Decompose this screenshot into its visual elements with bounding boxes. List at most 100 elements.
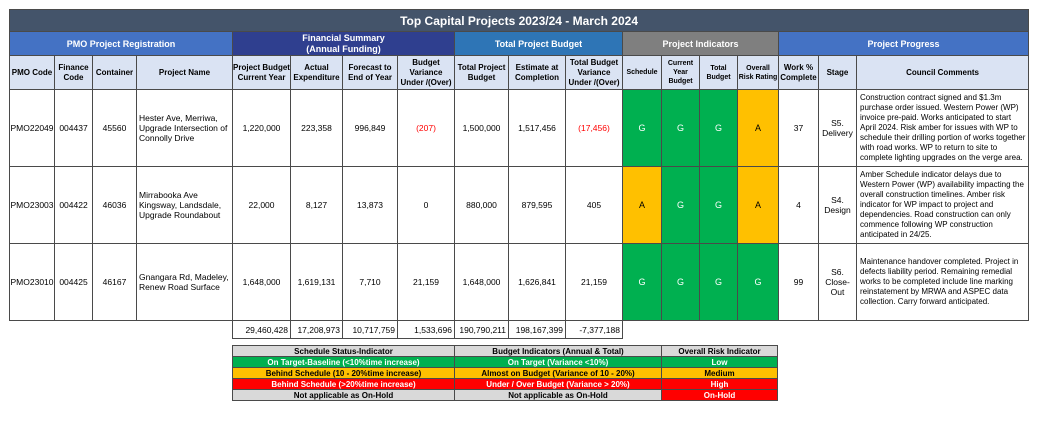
header-schedule: Schedule (622, 55, 662, 90)
group-pmo-registration: PMO Project Registration (9, 31, 233, 56)
cell-stage: S6. Close-Out (818, 243, 857, 321)
cell-budget-variance: (207) (397, 89, 455, 167)
cell-container: 46167 (92, 243, 137, 321)
table-row: PMO23003 004422 46036 Mirrabooka Ave Kin… (9, 166, 1030, 244)
cell-work-complete: 99 (778, 243, 819, 321)
legend-budget-on-hold: Not applicable as On-Hold (454, 389, 662, 401)
cell-council-comment: Amber Schedule indicator delays due to W… (855, 166, 1030, 244)
header-finance-code: Finance Code (54, 55, 93, 90)
cell-finance-code: 004422 (54, 166, 93, 244)
indicator-current-year-budget: G (661, 243, 700, 321)
group-project-indicators: Project Indicators (622, 31, 779, 56)
totals-row: 29,460,428 17,208,973 10,717,759 1,533,6… (10, 320, 1029, 339)
legend-header-risk: Overall Risk Indicator (661, 345, 778, 357)
table-row: PMO22049 004437 45560 Hester Ave, Merriw… (9, 89, 1030, 167)
totals-spacer-right (623, 321, 1029, 339)
legend-header-schedule: Schedule Status-Indicator (232, 345, 455, 357)
legend-header-budget: Budget Indicators (Annual & Total) (454, 345, 662, 357)
cell-estimate-completion: 1,626,841 (508, 243, 566, 321)
header-stage: Stage (818, 55, 857, 90)
header-container: Container (92, 55, 137, 90)
legend-budget-on-target: On Target (Variance <10%) (454, 356, 662, 368)
cell-container: 45560 (92, 89, 137, 167)
header-total-project-budget: Total Project Budget (454, 55, 509, 90)
header-work-complete: Work % Complete (778, 55, 819, 90)
cell-estimate-completion: 879,595 (508, 166, 566, 244)
cell-forecast: 996,849 (342, 89, 398, 167)
total-total-variance: -7,377,188 (565, 320, 623, 339)
cell-project-budget: 1,220,000 (232, 89, 291, 167)
legend-budget-under-over: Under / Over Budget (Variance > 20%) (454, 378, 662, 390)
header-project-budget: Project Budget Current Year (232, 55, 291, 90)
cell-council-comment: Construction contract signed and $1.3m p… (855, 89, 1030, 167)
legend-risk-medium: Medium (661, 367, 778, 379)
legend-risk-low: Low (661, 356, 778, 368)
cell-project-name: Hester Ave, Merriwa, Upgrade Intersectio… (136, 89, 233, 167)
capital-projects-table: Top Capital Projects 2023/24 - March 202… (8, 9, 1030, 339)
total-total-project-budget: 190,790,211 (454, 320, 509, 339)
indicator-schedule: G (622, 89, 662, 167)
cell-total-project-budget: 880,000 (454, 166, 509, 244)
cell-total-variance: 21,159 (565, 243, 623, 321)
indicator-total-budget: G (699, 166, 738, 244)
header-pmo-code: PMO Code (9, 55, 55, 90)
cell-finance-code: 004425 (54, 243, 93, 321)
cell-total-project-budget: 1,648,000 (454, 243, 509, 321)
cell-project-budget: 22,000 (232, 166, 291, 244)
legend-schedule-on-target: On Target-Baseline (<10%time increase) (232, 356, 455, 368)
legend-risk-on-hold: On-Hold (661, 389, 778, 401)
cell-stage: S5. Delivery (818, 89, 857, 167)
header-budget-variance: Budget Variance Under /(Over) (397, 55, 455, 90)
indicator-overall-risk: A (737, 89, 779, 167)
indicator-total-budget: G (699, 89, 738, 167)
indicator-overall-risk: A (737, 166, 779, 244)
cell-work-complete: 4 (778, 166, 819, 244)
cell-forecast: 7,710 (342, 243, 398, 321)
cell-budget-variance: 21,159 (397, 243, 455, 321)
header-estimate-completion: Estimate at Completion (508, 55, 566, 90)
indicator-current-year-budget: G (661, 89, 700, 167)
totals-spacer (10, 321, 233, 339)
legend-table: Schedule Status-Indicator Budget Indicat… (232, 345, 778, 401)
cell-container: 46036 (92, 166, 137, 244)
total-project-budget-current-year: 29,460,428 (232, 320, 291, 339)
cell-forecast: 13,873 (342, 166, 398, 244)
cell-actual-expenditure: 223,358 (290, 89, 343, 167)
header-council-comments: Council Comments (855, 55, 1030, 90)
cell-pmo-code: PMO23010 (9, 243, 55, 321)
header-overall-risk: Overall Risk Rating (737, 55, 779, 90)
table-row: PMO23010 004425 46167 Gnangara Rd, Madel… (9, 243, 1030, 321)
legend-budget-almost: Almost on Budget (Variance of 10 - 20%) (454, 367, 662, 379)
cell-actual-expenditure: 8,127 (290, 166, 343, 244)
header-actual-expenditure: Actual Expenditure (290, 55, 343, 90)
cell-finance-code: 004437 (54, 89, 93, 167)
indicator-overall-risk: G (737, 243, 779, 321)
legend-schedule-behind-20: Behind Schedule (>20%time increase) (232, 378, 455, 390)
header-forecast: Forecast to End of Year (342, 55, 398, 90)
cell-estimate-completion: 1,517,456 (508, 89, 566, 167)
cell-stage: S4. Design (818, 166, 857, 244)
cell-council-comment: Maintenance handover completed. Project … (855, 243, 1030, 321)
header-total-budget: Total Budget (699, 55, 738, 90)
group-project-progress: Project Progress (777, 31, 1030, 56)
cell-actual-expenditure: 1,619,131 (290, 243, 343, 321)
header-current-year-budget: Current Year Budget (661, 55, 700, 90)
report-title: Top Capital Projects 2023/24 - March 202… (8, 9, 1030, 32)
cell-project-budget: 1,648,000 (232, 243, 291, 321)
total-actual-expenditure: 17,208,973 (290, 320, 343, 339)
indicator-current-year-budget: G (661, 166, 700, 244)
indicator-schedule: G (622, 243, 662, 321)
cell-project-name: Mirrabooka Ave Kingsway, Landsdale, Upgr… (136, 166, 233, 244)
cell-pmo-code: PMO22049 (9, 89, 55, 167)
cell-total-variance: 405 (565, 166, 623, 244)
cell-pmo-code: PMO23003 (9, 166, 55, 244)
cell-total-project-budget: 1,500,000 (454, 89, 509, 167)
group-total-project-budget: Total Project Budget (454, 31, 623, 56)
legend-schedule-on-hold: Not applicable as On-Hold (232, 389, 455, 401)
header-project-name: Project Name (136, 55, 233, 90)
total-budget-variance: 1,533,696 (397, 320, 455, 339)
cell-project-name: Gnangara Rd, Madeley, Renew Road Surface (136, 243, 233, 321)
indicator-schedule: A (622, 166, 662, 244)
indicator-total-budget: G (699, 243, 738, 321)
legend-risk-high: High (661, 378, 778, 390)
